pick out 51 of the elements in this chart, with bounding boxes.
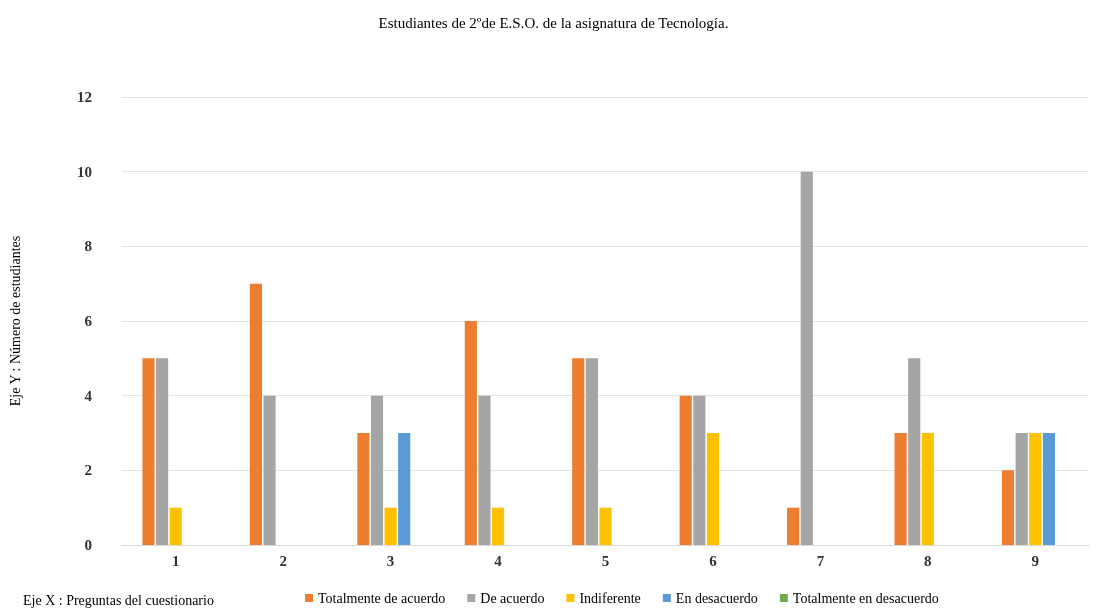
x-tick-label: 2 xyxy=(279,552,287,569)
bar xyxy=(599,507,612,545)
bar xyxy=(787,507,800,545)
bar xyxy=(894,433,907,545)
bar xyxy=(693,395,706,545)
legend-label: Totalmente de acuerdo xyxy=(318,590,446,606)
bar xyxy=(706,433,720,545)
bar xyxy=(679,395,692,545)
bar xyxy=(491,507,505,545)
x-tick-label: 5 xyxy=(601,552,610,569)
x-tick-label: 1 xyxy=(171,552,180,569)
bar xyxy=(249,283,263,545)
x-tick-label: 6 xyxy=(709,552,718,569)
x-tick-label: 3 xyxy=(386,552,395,569)
chart-title: Estudiantes de 2ºde E.S.O. de la asignatura de Tecnología. xyxy=(378,14,729,31)
legend-label: Totalmente en desacuerdo xyxy=(792,590,939,606)
bar xyxy=(384,507,397,545)
bar xyxy=(908,358,921,545)
bar xyxy=(1029,433,1042,545)
bar xyxy=(156,358,169,545)
y-tick-label: 8 xyxy=(84,238,92,255)
y-tick-label: 6 xyxy=(84,313,93,329)
x-tick-label: 9 xyxy=(1031,552,1040,569)
x-tick-label: 7 xyxy=(816,552,825,569)
bar xyxy=(478,395,491,545)
legend-label: De acuerdo xyxy=(480,590,545,606)
y-tick-label: 2 xyxy=(84,462,92,479)
bar xyxy=(263,395,276,545)
bar xyxy=(142,358,155,545)
bar xyxy=(1001,470,1015,545)
bar xyxy=(398,433,411,545)
y-tick-label: 12 xyxy=(77,89,92,105)
x-tick-label: 4 xyxy=(494,552,503,569)
bar xyxy=(572,358,585,545)
bar xyxy=(800,171,813,545)
x-tick-label: 8 xyxy=(924,552,932,569)
y-tick-label: 4 xyxy=(84,387,93,404)
y-tick-label: 0 xyxy=(84,537,92,553)
bar xyxy=(357,433,370,545)
bar xyxy=(1042,433,1055,545)
bar xyxy=(370,395,384,545)
bar xyxy=(921,433,934,545)
y-tick-label: 10 xyxy=(77,163,92,180)
legend-label: Indiferente xyxy=(579,590,641,606)
bar xyxy=(585,358,598,545)
y-axis-title: Eje Y : Número de estudiantes xyxy=(7,235,23,407)
bar xyxy=(169,507,182,545)
legend-label: En desacuerdo xyxy=(675,590,758,606)
bar xyxy=(464,321,477,545)
x-axis-title: Eje X : Preguntas del cuestionario xyxy=(23,592,214,608)
bar xyxy=(1015,433,1028,545)
